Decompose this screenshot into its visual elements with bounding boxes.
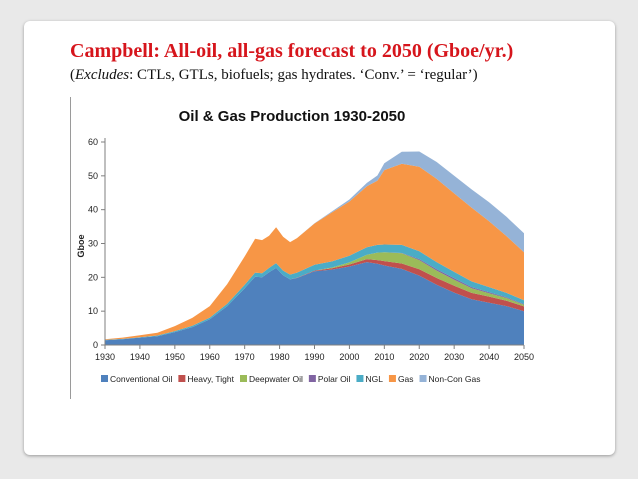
legend-swatch [419,375,427,382]
chart-title: Oil & Gas Production 1930-2050 [179,108,406,125]
legend-swatch [101,375,108,382]
area-series-5 [105,163,524,340]
x-tick-label: 2010 [374,352,394,362]
legend-label: Deepwater Oil [249,374,303,384]
legend-swatch [240,375,247,382]
x-tick-label: 1940 [130,352,150,362]
legend-label: Non-Con Gas [429,374,481,384]
plot-area [105,151,524,345]
slide-subtitle: (Excludes: CTLs, GTLs, biofuels; gas hyd… [70,67,478,84]
legend-label: Polar Oil [318,374,351,384]
chart-container: Oil & Gas Production 1930-2050 0 10 20 30 40… [70,97,557,399]
legend: Conventional Oil Heavy, Tight Deepwater Oi… [101,374,481,384]
subtitle-open: ( [70,67,75,83]
x-tick-label: 1930 [95,352,115,362]
x-tick-label: 1980 [270,352,290,362]
legend-swatch [356,375,364,382]
x-tick-label: 2050 [514,352,534,362]
subtitle-excludes: Excludes [75,67,130,83]
x-tick-label: 1950 [165,352,185,362]
y-tick-label: 60 [88,137,98,147]
x-tick-label: 1970 [235,352,255,362]
legend-swatch [308,375,316,382]
y-tick-label: 40 [88,205,98,215]
x-tick-label: 2020 [409,352,429,362]
x-tick-label: 1960 [200,352,220,362]
legend-swatch [178,375,186,382]
legend-swatch [388,375,396,382]
x-tick-label: 2000 [339,352,359,362]
x-tick-label: 2040 [479,352,499,362]
x-tick-label: 1990 [304,352,324,362]
y-tick-label: 50 [88,171,98,181]
legend-label: Gas [398,374,414,384]
area-series-0 [105,262,524,345]
slide-title: Campbell: All-oil, all-gas forecast to 2… [70,40,514,62]
subtitle-rest: : CTLs, GTLs, biofuels; gas hydrates. ‘C… [129,67,478,83]
y-tick-label: 30 [88,239,98,249]
area-chart: Oil & Gas Production 1930-2050 010203040… [76,108,534,384]
legend-label: Heavy, Tight [187,374,234,384]
y-axis-label: Gboe [76,234,86,257]
x-tick-label: 2030 [444,352,464,362]
y-tick-label: 20 [88,272,98,282]
y-tick-label: 0 [93,340,98,350]
y-tick-label: 10 [88,306,98,316]
legend-label: NGL [365,374,383,384]
legend-label: Conventional Oil [110,374,172,384]
